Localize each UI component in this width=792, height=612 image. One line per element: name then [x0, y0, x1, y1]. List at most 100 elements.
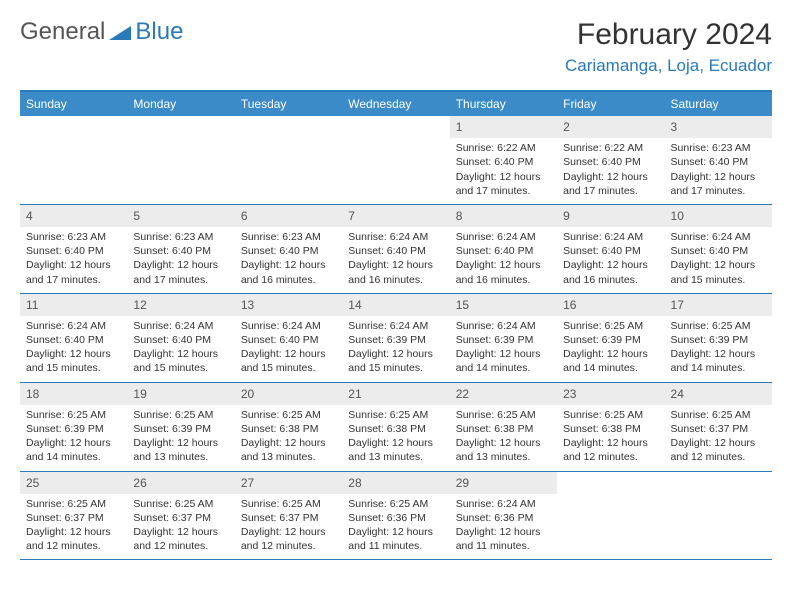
day-number: 2 [557, 116, 664, 138]
day-details: Sunrise: 6:24 AMSunset: 6:40 PMDaylight:… [235, 316, 342, 382]
day-details: Sunrise: 6:25 AMSunset: 6:37 PMDaylight:… [235, 494, 342, 560]
day-number: 9 [557, 205, 664, 227]
day-cell [665, 472, 772, 560]
day-details: Sunrise: 6:25 AMSunset: 6:39 PMDaylight:… [127, 405, 234, 471]
day-details: Sunrise: 6:25 AMSunset: 6:36 PMDaylight:… [342, 494, 449, 560]
day-details: Sunrise: 6:23 AMSunset: 6:40 PMDaylight:… [20, 227, 127, 293]
day-number: 28 [342, 472, 449, 494]
logo-triangle-icon [109, 24, 131, 40]
day-cell: 1Sunrise: 6:22 AMSunset: 6:40 PMDaylight… [450, 116, 557, 204]
day-details: Sunrise: 6:25 AMSunset: 6:38 PMDaylight:… [450, 405, 557, 471]
weekday-cell: Tuesday [235, 92, 342, 116]
day-number [342, 116, 449, 122]
day-details: Sunrise: 6:24 AMSunset: 6:40 PMDaylight:… [20, 316, 127, 382]
day-cell [342, 116, 449, 204]
day-cell: 29Sunrise: 6:24 AMSunset: 6:36 PMDayligh… [450, 472, 557, 560]
day-number [127, 116, 234, 122]
weekday-header-row: SundayMondayTuesdayWednesdayThursdayFrid… [20, 92, 772, 116]
day-details: Sunrise: 6:24 AMSunset: 6:40 PMDaylight:… [127, 316, 234, 382]
day-cell [20, 116, 127, 204]
day-cell: 20Sunrise: 6:25 AMSunset: 6:38 PMDayligh… [235, 383, 342, 471]
day-cell: 7Sunrise: 6:24 AMSunset: 6:40 PMDaylight… [342, 205, 449, 293]
day-number: 18 [20, 383, 127, 405]
day-number: 21 [342, 383, 449, 405]
day-cell: 2Sunrise: 6:22 AMSunset: 6:40 PMDaylight… [557, 116, 664, 204]
day-details: Sunrise: 6:25 AMSunset: 6:38 PMDaylight:… [235, 405, 342, 471]
day-details: Sunrise: 6:23 AMSunset: 6:40 PMDaylight:… [235, 227, 342, 293]
day-details: Sunrise: 6:24 AMSunset: 6:40 PMDaylight:… [342, 227, 449, 293]
day-number: 12 [127, 294, 234, 316]
day-cell [235, 116, 342, 204]
week-row: 1Sunrise: 6:22 AMSunset: 6:40 PMDaylight… [20, 116, 772, 205]
day-details: Sunrise: 6:24 AMSunset: 6:39 PMDaylight:… [450, 316, 557, 382]
day-cell: 18Sunrise: 6:25 AMSunset: 6:39 PMDayligh… [20, 383, 127, 471]
day-number: 14 [342, 294, 449, 316]
day-details: Sunrise: 6:24 AMSunset: 6:40 PMDaylight:… [557, 227, 664, 293]
weekday-cell: Friday [557, 92, 664, 116]
week-row: 4Sunrise: 6:23 AMSunset: 6:40 PMDaylight… [20, 205, 772, 294]
day-cell: 27Sunrise: 6:25 AMSunset: 6:37 PMDayligh… [235, 472, 342, 560]
day-number [235, 116, 342, 122]
day-cell: 13Sunrise: 6:24 AMSunset: 6:40 PMDayligh… [235, 294, 342, 382]
day-number: 13 [235, 294, 342, 316]
weekday-cell: Monday [127, 92, 234, 116]
day-number [557, 472, 664, 478]
day-number: 27 [235, 472, 342, 494]
weekday-cell: Saturday [665, 92, 772, 116]
header: General Blue February 2024 Cariamanga, L… [20, 18, 772, 76]
day-number: 17 [665, 294, 772, 316]
day-number: 23 [557, 383, 664, 405]
weekday-cell: Sunday [20, 92, 127, 116]
day-cell: 8Sunrise: 6:24 AMSunset: 6:40 PMDaylight… [450, 205, 557, 293]
location-text: Cariamanga, Loja, Ecuador [565, 56, 772, 76]
week-row: 25 Sunrise: 6:25 AMSunset: 6:37 PMDayligh… [20, 472, 772, 561]
day-number: 25 [20, 472, 127, 494]
day-number: 29 [450, 472, 557, 494]
day-number: 16 [557, 294, 664, 316]
day-number [665, 472, 772, 478]
day-details: Sunrise: 6:24 AMSunset: 6:36 PMDaylight:… [450, 494, 557, 560]
day-details: Sunrise: 6:24 AMSunset: 6:40 PMDaylight:… [665, 227, 772, 293]
day-details: Sunrise: 6:23 AMSunset: 6:40 PMDaylight:… [665, 138, 772, 204]
day-number: 7 [342, 205, 449, 227]
day-cell: 26Sunrise: 6:25 AMSunset: 6:37 PMDayligh… [127, 472, 234, 560]
day-cell: 16Sunrise: 6:25 AMSunset: 6:39 PMDayligh… [557, 294, 664, 382]
day-cell: 5Sunrise: 6:23 AMSunset: 6:40 PMDaylight… [127, 205, 234, 293]
day-number: 11 [20, 294, 127, 316]
day-number: 3 [665, 116, 772, 138]
day-cell: 17Sunrise: 6:25 AMSunset: 6:39 PMDayligh… [665, 294, 772, 382]
day-cell: 23Sunrise: 6:25 AMSunset: 6:38 PMDayligh… [557, 383, 664, 471]
day-cell: 21Sunrise: 6:25 AMSunset: 6:38 PMDayligh… [342, 383, 449, 471]
day-cell [557, 472, 664, 560]
title-block: February 2024 Cariamanga, Loja, Ecuador [565, 18, 772, 76]
day-cell: 3Sunrise: 6:23 AMSunset: 6:40 PMDaylight… [665, 116, 772, 204]
day-number: 5 [127, 205, 234, 227]
day-number: 8 [450, 205, 557, 227]
day-details: Sunrise: 6:25 AMSunset: 6:39 PMDaylight:… [557, 316, 664, 382]
day-details: Sunrise: 6:22 AMSunset: 6:40 PMDaylight:… [450, 138, 557, 204]
day-cell: 28Sunrise: 6:25 AMSunset: 6:36 PMDayligh… [342, 472, 449, 560]
day-details: Sunrise: 6:25 AMSunset: 6:38 PMDaylight:… [342, 405, 449, 471]
day-cell: 12Sunrise: 6:24 AMSunset: 6:40 PMDayligh… [127, 294, 234, 382]
weekday-cell: Wednesday [342, 92, 449, 116]
day-cell: 14Sunrise: 6:24 AMSunset: 6:39 PMDayligh… [342, 294, 449, 382]
day-cell: 15Sunrise: 6:24 AMSunset: 6:39 PMDayligh… [450, 294, 557, 382]
day-cell: 22Sunrise: 6:25 AMSunset: 6:38 PMDayligh… [450, 383, 557, 471]
day-number: 20 [235, 383, 342, 405]
day-details: Sunrise: 6:25 AMSunset: 6:39 PMDaylight:… [20, 405, 127, 471]
day-details: Sunrise: 6:24 AMSunset: 6:39 PMDaylight:… [342, 316, 449, 382]
brand-part2: Blue [135, 18, 183, 46]
day-number: 22 [450, 383, 557, 405]
day-cell: 10Sunrise: 6:24 AMSunset: 6:40 PMDayligh… [665, 205, 772, 293]
weekday-cell: Thursday [450, 92, 557, 116]
day-details: Sunrise: 6:25 AMSunset: 6:37 PMDaylight:… [665, 405, 772, 471]
day-number: 10 [665, 205, 772, 227]
day-cell: 4Sunrise: 6:23 AMSunset: 6:40 PMDaylight… [20, 205, 127, 293]
day-details: Sunrise: 6:25 AMSunset: 6:39 PMDaylight:… [665, 316, 772, 382]
day-cell: 25Sunrise: 6:25 AMSunset: 6:37 PMDayligh… [20, 472, 127, 560]
day-cell [127, 116, 234, 204]
brand-logo: General Blue [20, 18, 183, 46]
calendar-grid: SundayMondayTuesdayWednesdayThursdayFrid… [20, 90, 772, 560]
brand-part1: General [20, 18, 105, 46]
day-details: Sunrise: 6:23 AMSunset: 6:40 PMDaylight:… [127, 227, 234, 293]
